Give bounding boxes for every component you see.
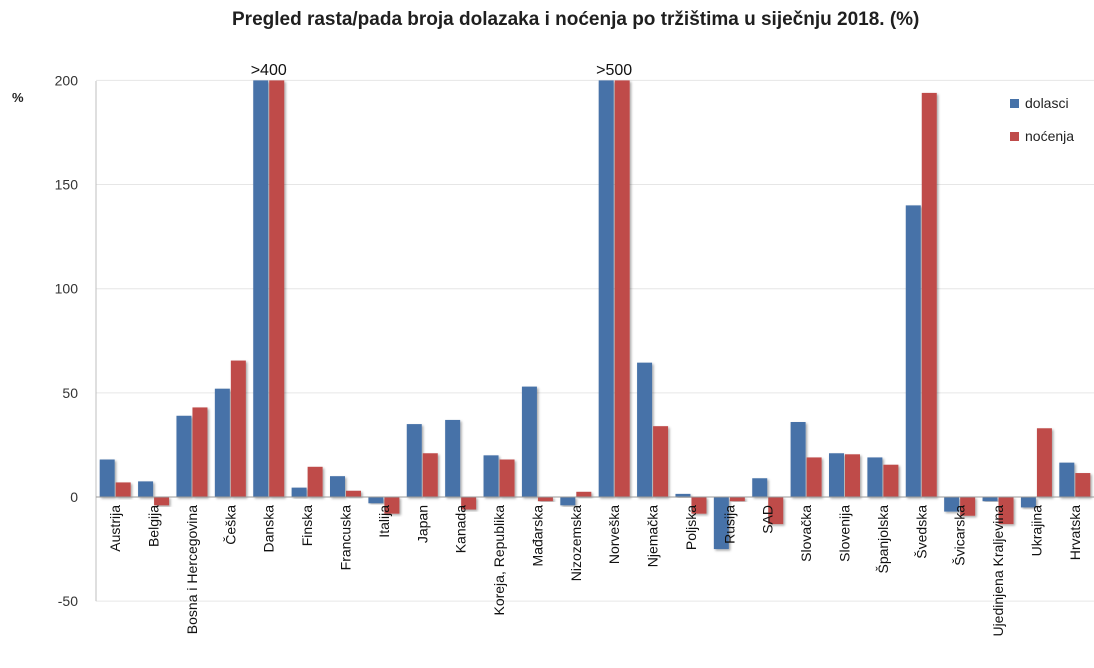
bar-dolasci <box>521 386 537 497</box>
bar-nocenja <box>653 426 669 497</box>
bar-nocenja <box>537 497 553 502</box>
bar-dolasci <box>253 80 269 498</box>
bar-dolasci <box>368 497 384 504</box>
legend-label: noćenja <box>1025 128 1074 144</box>
bar-nocenja <box>192 407 208 497</box>
bar-nocenja <box>307 466 323 497</box>
bar-nocenja <box>1036 428 1052 497</box>
axis-layer <box>95 81 1094 602</box>
x-tick-label: Poljska <box>683 505 699 550</box>
bar-nocenja <box>154 497 170 506</box>
bar-dolasci <box>829 453 844 497</box>
x-tick-label: Koreja, Republika <box>491 505 507 616</box>
x-tick-label: Španjolska <box>875 505 891 574</box>
x-tick-label: Italija <box>376 505 392 538</box>
x-tick-label: Danska <box>261 505 277 553</box>
bar-nocenja <box>346 490 361 497</box>
y-tick-label: 50 <box>62 385 78 401</box>
x-tick-label: Norveška <box>606 505 622 564</box>
x-tick-label: Češka <box>222 505 238 545</box>
x-tick-label: Japan <box>414 505 430 543</box>
x-tick-label: Mađarska <box>529 505 545 567</box>
labels-layer: -50 0 50 100 150 200 Austrija Belgija Bosna i He… <box>55 62 1083 637</box>
bar-dolasci <box>99 459 115 497</box>
bar-nocenja <box>998 497 1014 525</box>
overflow-annotation: >500 <box>596 62 632 79</box>
bars-layer <box>99 80 1091 550</box>
x-tick-label: Slovačka <box>798 505 814 562</box>
y-tick-label: 0 <box>70 489 78 505</box>
x-tick-label: Kanada <box>453 505 469 553</box>
legend: dolasci noćenja <box>1010 95 1074 144</box>
bar-dolasci <box>713 497 729 550</box>
bar-nocenja <box>768 497 784 525</box>
bar-dolasci <box>445 419 461 497</box>
bar-dolasci <box>406 424 422 497</box>
y-tick-label: 150 <box>55 177 79 193</box>
bar-nocenja <box>461 497 477 510</box>
x-tick-label: Švedska <box>913 505 929 559</box>
bar-nocenja <box>576 491 592 497</box>
bar-nocenja <box>691 497 707 514</box>
bar-nocenja <box>115 482 131 497</box>
x-tick-label: Slovenija <box>837 505 853 562</box>
x-tick-label: Austrija <box>107 505 123 552</box>
x-tick-label: Bosna i Hercegovina <box>184 505 200 634</box>
bar-dolasci <box>214 388 230 497</box>
x-tick-label: SAD <box>760 505 776 534</box>
bar-nocenja <box>806 457 822 497</box>
x-tick-label: Ukrajina <box>1028 505 1044 557</box>
x-tick-label: Finska <box>299 505 315 546</box>
overflow-annotation: >400 <box>251 62 287 79</box>
x-tick-label: Švicarska <box>952 505 968 566</box>
bar-nocenja <box>614 80 630 498</box>
bar-dolasci <box>752 478 768 497</box>
bar-dolasci <box>1020 497 1036 508</box>
x-tick-label: Ujedinjena Kraljevina <box>990 505 1006 637</box>
x-tick-label: Hrvatska <box>1067 505 1083 560</box>
legend-swatch <box>1010 132 1019 141</box>
bar-nocenja <box>1075 473 1091 497</box>
legend-swatch <box>1010 99 1019 108</box>
bar-dolasci <box>176 415 192 497</box>
x-tick-label: Francuska <box>338 505 354 571</box>
bar-nocenja <box>499 459 515 497</box>
legend-label: dolasci <box>1025 95 1069 111</box>
x-tick-label: Belgija <box>146 505 162 547</box>
bar-nocenja <box>230 360 246 497</box>
bar-nocenja <box>883 464 899 497</box>
bar-nocenja <box>729 497 745 502</box>
bar-dolasci <box>483 455 499 497</box>
grid-layer <box>96 79 1094 602</box>
y-tick-label: 100 <box>55 281 79 297</box>
bar-dolasci <box>598 80 614 498</box>
bar-dolasci <box>790 422 806 497</box>
bar-dolasci <box>905 205 921 497</box>
bar-dolasci <box>867 457 883 497</box>
x-tick-label: Njemačka <box>645 505 661 567</box>
y-tick-label: -50 <box>58 593 78 609</box>
bar-dolasci <box>330 476 345 497</box>
bar-dolasci <box>560 497 576 506</box>
chart-title: Pregled rasta/pada broja dolazaka i noće… <box>232 9 920 30</box>
y-tick-label: 200 <box>55 72 79 88</box>
bar-nocenja <box>845 454 860 497</box>
bar-dolasci <box>982 497 998 502</box>
bar-dolasci <box>675 493 691 497</box>
bar-dolasci <box>291 487 307 497</box>
bar-nocenja <box>384 497 400 514</box>
bar-dolasci <box>637 362 653 497</box>
bar-dolasci <box>138 481 154 497</box>
bar-nocenja <box>921 92 937 497</box>
y-axis-unit-label: % <box>12 90 24 105</box>
x-tick-label: Nizozemska <box>568 505 584 581</box>
x-tick-label: Rusija <box>721 505 737 544</box>
bar-dolasci <box>944 497 960 512</box>
bar-dolasci <box>1059 462 1075 497</box>
bar-nocenja <box>269 80 285 498</box>
bar-nocenja <box>960 497 976 516</box>
bar-nocenja <box>422 453 438 497</box>
